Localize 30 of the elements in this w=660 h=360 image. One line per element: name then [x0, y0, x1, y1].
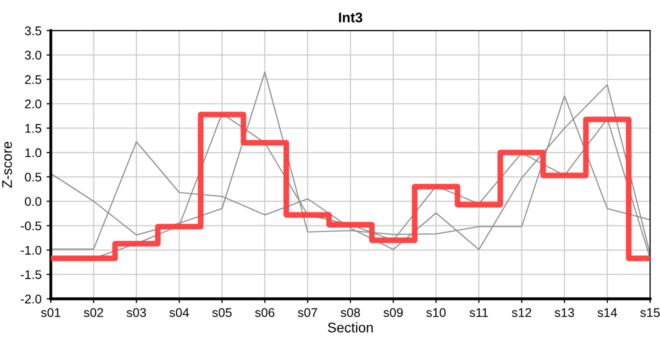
x-tick-label: s11	[470, 308, 488, 318]
x-tick-label: s08	[340, 308, 360, 318]
x-tick-label: s10	[426, 308, 446, 318]
x-tick-label: s05	[212, 308, 232, 318]
y-tick-label: 3.0	[24, 50, 42, 60]
x-tick-label: s09	[384, 308, 403, 318]
y-tick-label: 1.0	[25, 148, 42, 158]
x-tick-label: s03	[126, 308, 146, 318]
x-tick-label: s12	[512, 308, 532, 318]
y-tick-label: -0.5	[20, 221, 42, 230]
y-tick-label: 1.5	[25, 124, 42, 133]
y-tick-label: -1.5	[20, 270, 42, 280]
x-tick-label: s06	[255, 308, 274, 318]
y-tick-label: 0.0	[24, 197, 42, 206]
y-axis-title: Z-score	[2, 142, 12, 188]
y-tick-label: 0.5	[24, 172, 42, 182]
y-tick-label: -1.0	[20, 246, 42, 255]
x-tick-label: s14	[598, 308, 618, 318]
y-tick-label: -2.0	[20, 294, 42, 304]
x-tick-label: s04	[170, 308, 189, 318]
y-tick-label: 2.0	[25, 100, 42, 108]
x-tick-label: s07	[298, 308, 318, 318]
x-axis-title: Section	[328, 322, 373, 332]
y-tick-label: 3.5	[24, 26, 42, 36]
x-tick-label: s02	[84, 308, 104, 318]
chart-title: Int3	[339, 12, 362, 22]
y-tick-label: 2.5	[25, 75, 42, 84]
x-tick-label: s15	[640, 308, 660, 318]
x-tick-label: s13	[554, 308, 574, 318]
x-tick-label: s01	[41, 308, 60, 318]
